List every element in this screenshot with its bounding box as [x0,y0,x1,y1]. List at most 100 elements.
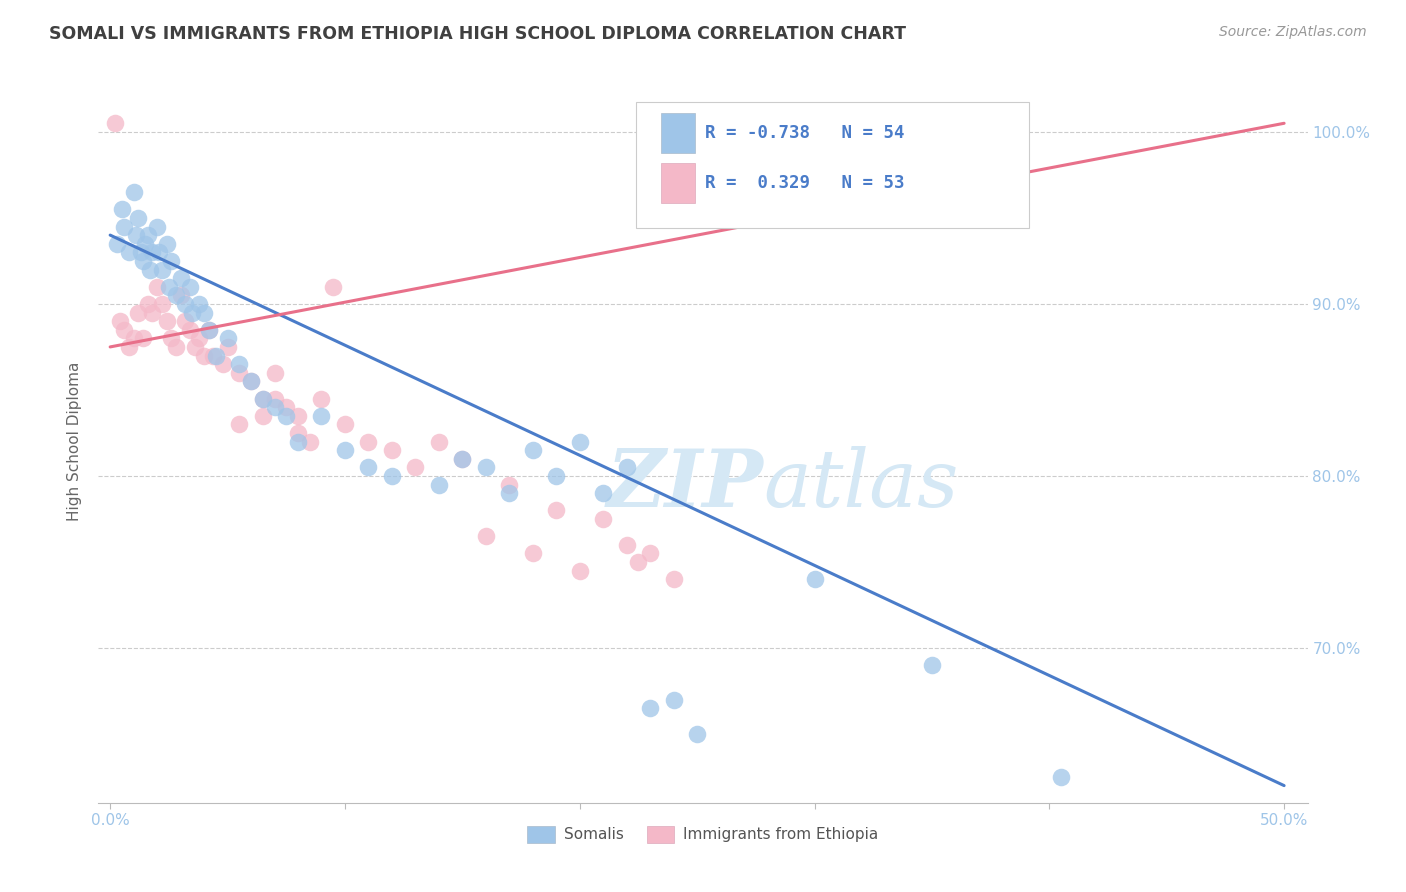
Point [498,477,520,491]
Point [475,529,498,543]
Point [276,409,298,423]
Point [160,253,183,268]
Point [136,297,159,311]
Point [181,305,204,319]
Point [287,409,309,423]
Text: R = -0.738   N = 54: R = -0.738 N = 54 [706,124,905,142]
Point [174,297,197,311]
Point [169,288,191,302]
Point [193,349,215,363]
Point [160,331,183,345]
Point [592,512,614,526]
Point [287,434,309,449]
Point [427,477,450,491]
Point [498,486,520,500]
Bar [661,112,695,153]
Point [183,340,205,354]
Text: ZIP: ZIP [606,446,763,524]
Point [522,546,544,560]
Point [357,434,380,449]
Point [451,451,474,466]
Point [252,392,274,406]
FancyBboxPatch shape [637,102,1029,228]
Point [263,400,285,414]
Point [287,425,309,440]
Point [127,211,149,225]
Point [112,323,135,337]
Point [921,658,943,673]
Point [686,727,709,741]
Point [568,434,591,449]
Point [381,469,404,483]
Point [146,279,169,293]
Point [122,331,145,345]
Text: R =  0.329   N = 53: R = 0.329 N = 53 [706,174,905,193]
Point [111,202,134,217]
Point [118,340,141,354]
Point [150,297,173,311]
Point [252,409,274,423]
Point [150,262,173,277]
Point [141,245,163,260]
Point [228,357,250,371]
Point [132,331,155,345]
Point [202,349,225,363]
Y-axis label: High School Diploma: High School Diploma [67,362,83,521]
Point [616,460,638,475]
Point [217,340,239,354]
Point [148,245,170,260]
Point [174,314,197,328]
Point [638,546,661,560]
Point [169,271,191,285]
Point [546,469,568,483]
Point [638,701,661,715]
Point [188,297,211,311]
Point [127,305,149,319]
Point [803,572,825,586]
Point [252,392,274,406]
Point [475,460,498,475]
Point [141,305,163,319]
Point [118,245,141,260]
Point [322,279,344,293]
Point [311,409,333,423]
Point [129,245,152,260]
Point [616,538,638,552]
Point [311,392,333,406]
Point [546,503,568,517]
Point [212,357,235,371]
Legend: Somalis, Immigrants from Ethiopia: Somalis, Immigrants from Ethiopia [522,820,884,849]
Point [592,486,614,500]
Point [134,236,156,251]
Point [276,400,298,414]
Point [333,443,356,458]
Point [662,572,685,586]
Point [1050,770,1073,784]
Point [155,314,177,328]
Point [104,116,127,130]
Text: atlas: atlas [763,446,959,524]
Bar [661,163,695,203]
Point [263,366,285,380]
Point [108,314,131,328]
Point [146,219,169,234]
Point [427,434,450,449]
Point [522,443,544,458]
Point [240,375,263,389]
Point [165,288,187,302]
Point [197,323,219,337]
Point [122,185,145,199]
Point [381,443,404,458]
Point [157,279,180,293]
Point [136,228,159,243]
Point [228,417,250,432]
Point [627,555,650,569]
Point [228,366,250,380]
Point [179,279,201,293]
Point [188,331,211,345]
Point [662,692,685,706]
Point [568,564,591,578]
Point [298,434,321,449]
Point [240,375,263,389]
Text: SOMALI VS IMMIGRANTS FROM ETHIOPIA HIGH SCHOOL DIPLOMA CORRELATION CHART: SOMALI VS IMMIGRANTS FROM ETHIOPIA HIGH … [49,25,907,43]
